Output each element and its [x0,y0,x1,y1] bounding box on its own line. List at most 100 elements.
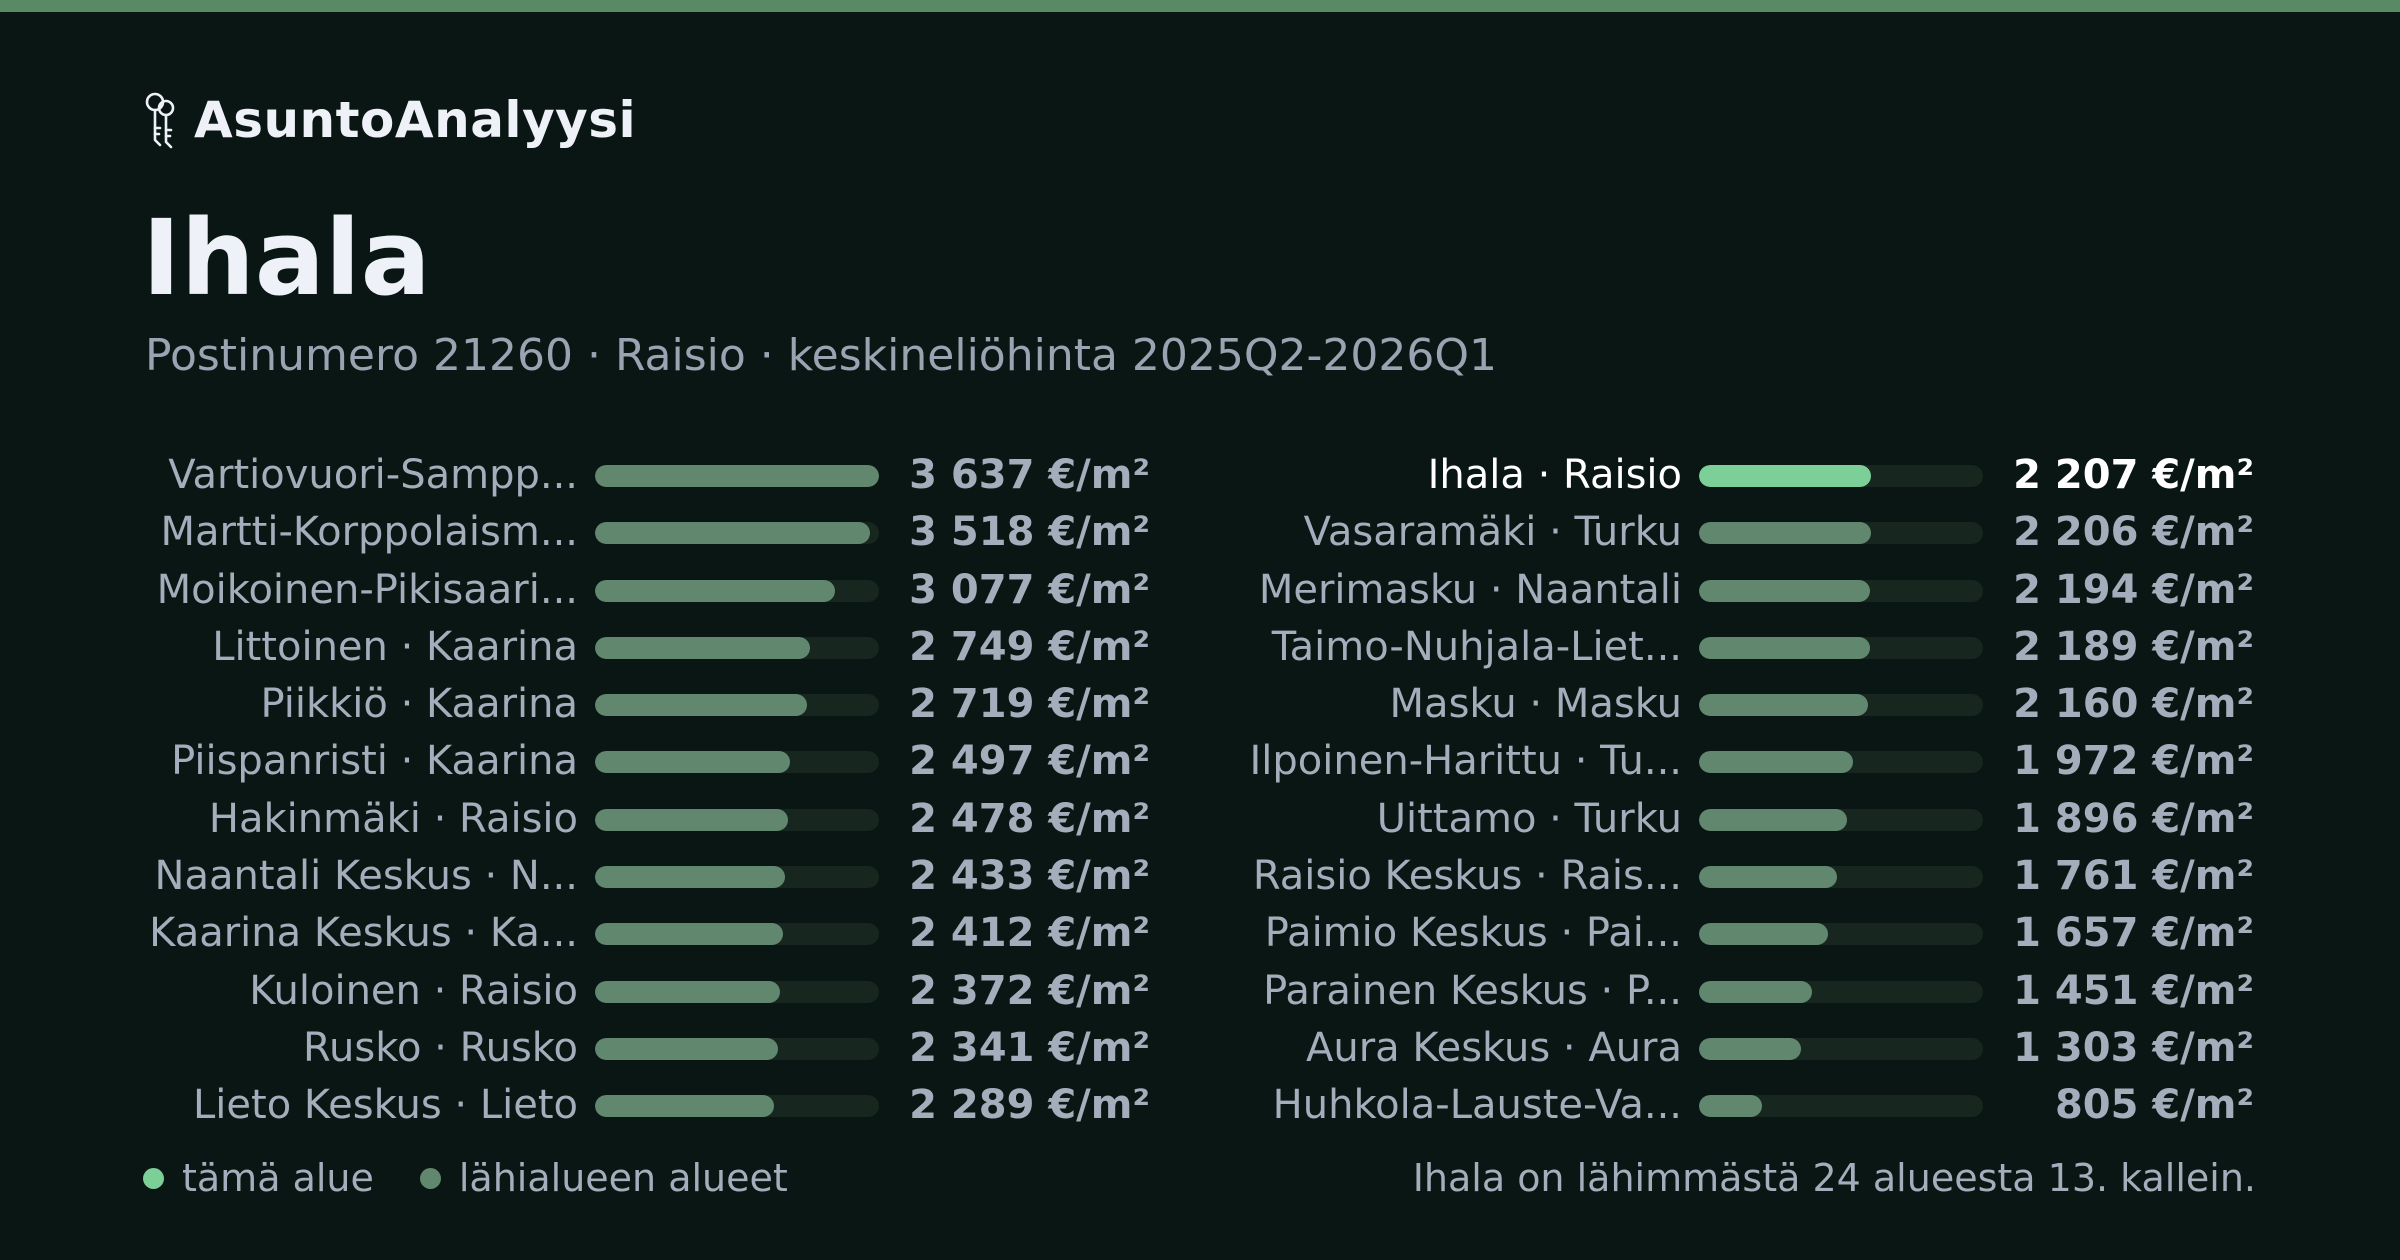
app-name: AsuntoAnalyysi [194,91,637,149]
bar-label: Martti-Korppolaism... [160,509,578,556]
legend-others-dot [419,1167,441,1189]
bar-track [595,808,879,831]
bar-value-label: 2 206 €/m² [2013,509,2254,556]
bar-label: Uittamo · Turku [1376,795,1682,842]
bar-value-label: 2 160 €/m² [2013,681,2254,728]
bar [595,636,810,659]
brand: AsuntoAnalyysi [140,90,636,150]
bar [1699,636,1870,659]
bar-track [1699,980,1983,1003]
bar-track [595,980,879,1003]
page-title: Ihala [142,197,431,319]
bar [1699,579,1871,602]
bar-track [595,636,879,659]
bar [595,522,870,545]
bar-value-label: 2 372 €/m² [909,967,1150,1014]
bar-track [1699,808,1983,831]
bar-track [1699,923,1983,946]
bar-value-label: 2 497 €/m² [909,738,1150,785]
bar [1699,522,1872,545]
bar-value-label: 2 412 €/m² [909,910,1150,957]
bar-row: Piispanristi · Kaarina 2 497 €/m² [140,733,1150,790]
bar [595,1095,774,1118]
bar-label: Rusko · Rusko [303,1024,578,1071]
legend-others-label: lähialueen alueet [458,1156,788,1200]
legend: tämä alue lähialueen alueet [143,1150,788,1206]
bar-track [1699,1037,1983,1060]
bar-label: Merimasku · Naantali [1258,566,1682,613]
bar-track [595,1037,879,1060]
bar-row: Lieto Keskus · Lieto 2 289 €/m² [140,1077,1150,1134]
bar [595,579,836,602]
bar [595,1037,778,1060]
bar-track [595,1095,879,1118]
bar [1699,923,1829,946]
bar-row: Rusko · Rusko 2 341 €/m² [140,1020,1150,1077]
bar [1699,980,1813,1003]
bar-track [1699,579,1983,602]
bar-track [595,522,879,545]
rank-footnote: Ihala on lähimmästä 24 alueesta 13. kall… [1412,1156,2256,1200]
bar-label: Kaarina Keskus · Ka... [149,910,578,957]
bar-label: Vasaramäki · Turku [1303,509,1682,556]
bar-value-label: 1 761 €/m² [2013,853,2254,900]
bar-track [595,694,879,717]
bar-value-label: 2 719 €/m² [909,681,1150,728]
bar [595,923,784,946]
top-accent-bar [0,0,2400,12]
bar-track [595,923,879,946]
bar-column-right: Ihala · Raisio 2 207 €/m² Vasaramäki · Tur… [1244,447,2255,1135]
bar-value-label: 1 303 €/m² [2013,1024,2254,1071]
bar [1699,1037,1801,1060]
bar-row: Paimio Keskus · Pai... 1 657 €/m² [1244,905,2254,962]
bar-row: Vasaramäki · Turku 2 206 €/m² [1244,504,2254,561]
bar-row: Merimasku · Naantali 2 194 €/m² [1244,562,2254,619]
bar-track [595,579,879,602]
legend-current-label: tämä alue [182,1156,374,1200]
bar [595,866,785,889]
bar-value-label: 2 189 €/m² [2013,623,2254,670]
bar-label: Masku · Masku [1389,681,1682,728]
bar-value-label: 2 194 €/m² [2013,566,2254,613]
legend-current-dot [143,1167,164,1189]
bar-value-label: 1 972 €/m² [2013,738,2254,785]
bar [595,808,789,831]
bar-label: Vartiovuori-Sampp... [168,452,578,498]
bar-value-label: 3 637 €/m² [909,452,1150,498]
bar-label: Naantali Keskus · N... [154,853,578,900]
bar-row: Moikoinen-Pikisaari... 3 077 €/m² [140,562,1150,619]
bar-value-label: 1 451 €/m² [2013,967,2254,1014]
bar-row: Huhkola-Lauste-Va... 805 €/m² [1244,1077,2254,1134]
bar-row: Raisio Keskus · Rais... 1 761 €/m² [1244,848,2254,905]
bar-track [1699,1095,1983,1118]
bar-row: Hakinmäki · Raisio 2 478 €/m² [140,791,1150,848]
bar-value-label: 3 077 €/m² [909,566,1150,613]
bar-label: Aura Keskus · Aura [1305,1024,1682,1071]
bar-label: Parainen Keskus · P... [1263,967,1682,1014]
bar [1699,465,1872,487]
bar-value-label: 2 478 €/m² [909,795,1150,842]
bar-track [1699,866,1983,889]
bar-value-label: 2 289 €/m² [909,1082,1150,1129]
bar-label: Taimo-Nuhjala-Liet... [1271,623,1682,670]
bar-label: Huhkola-Lauste-Va... [1272,1082,1682,1129]
bar-column-left: Vartiovuori-Sampp... 3 637 €/m² Martti-Kor… [140,447,1150,1135]
bar-label: Piikkiö · Kaarina [260,681,579,728]
bar-row: Masku · Masku 2 160 €/m² [1244,676,2254,733]
bar-track [1699,636,1983,659]
bar-row: Parainen Keskus · P... 1 451 €/m² [1244,963,2254,1020]
bar-label: Raisio Keskus · Rais... [1252,853,1682,900]
bar-track [1699,465,1983,487]
bar-label: Piispanristi · Kaarina [171,738,578,785]
bar-row: Taimo-Nuhjala-Liet... 2 189 €/m² [1244,619,2254,676]
bar-value-label: 2 433 €/m² [909,853,1150,900]
bar [1699,694,1868,717]
bar-label: Lieto Keskus · Lieto [193,1082,578,1129]
bar [1699,1095,1762,1118]
bar-row: Uittamo · Turku 1 896 €/m² [1244,791,2254,848]
bar-track [1699,522,1983,545]
bar [595,465,879,487]
bar-row: Martti-Korppolaism... 3 518 €/m² [140,504,1150,561]
bar-row: Kuloinen · Raisio 2 372 €/m² [140,963,1150,1020]
bar-value-label: 2 749 €/m² [909,623,1150,670]
